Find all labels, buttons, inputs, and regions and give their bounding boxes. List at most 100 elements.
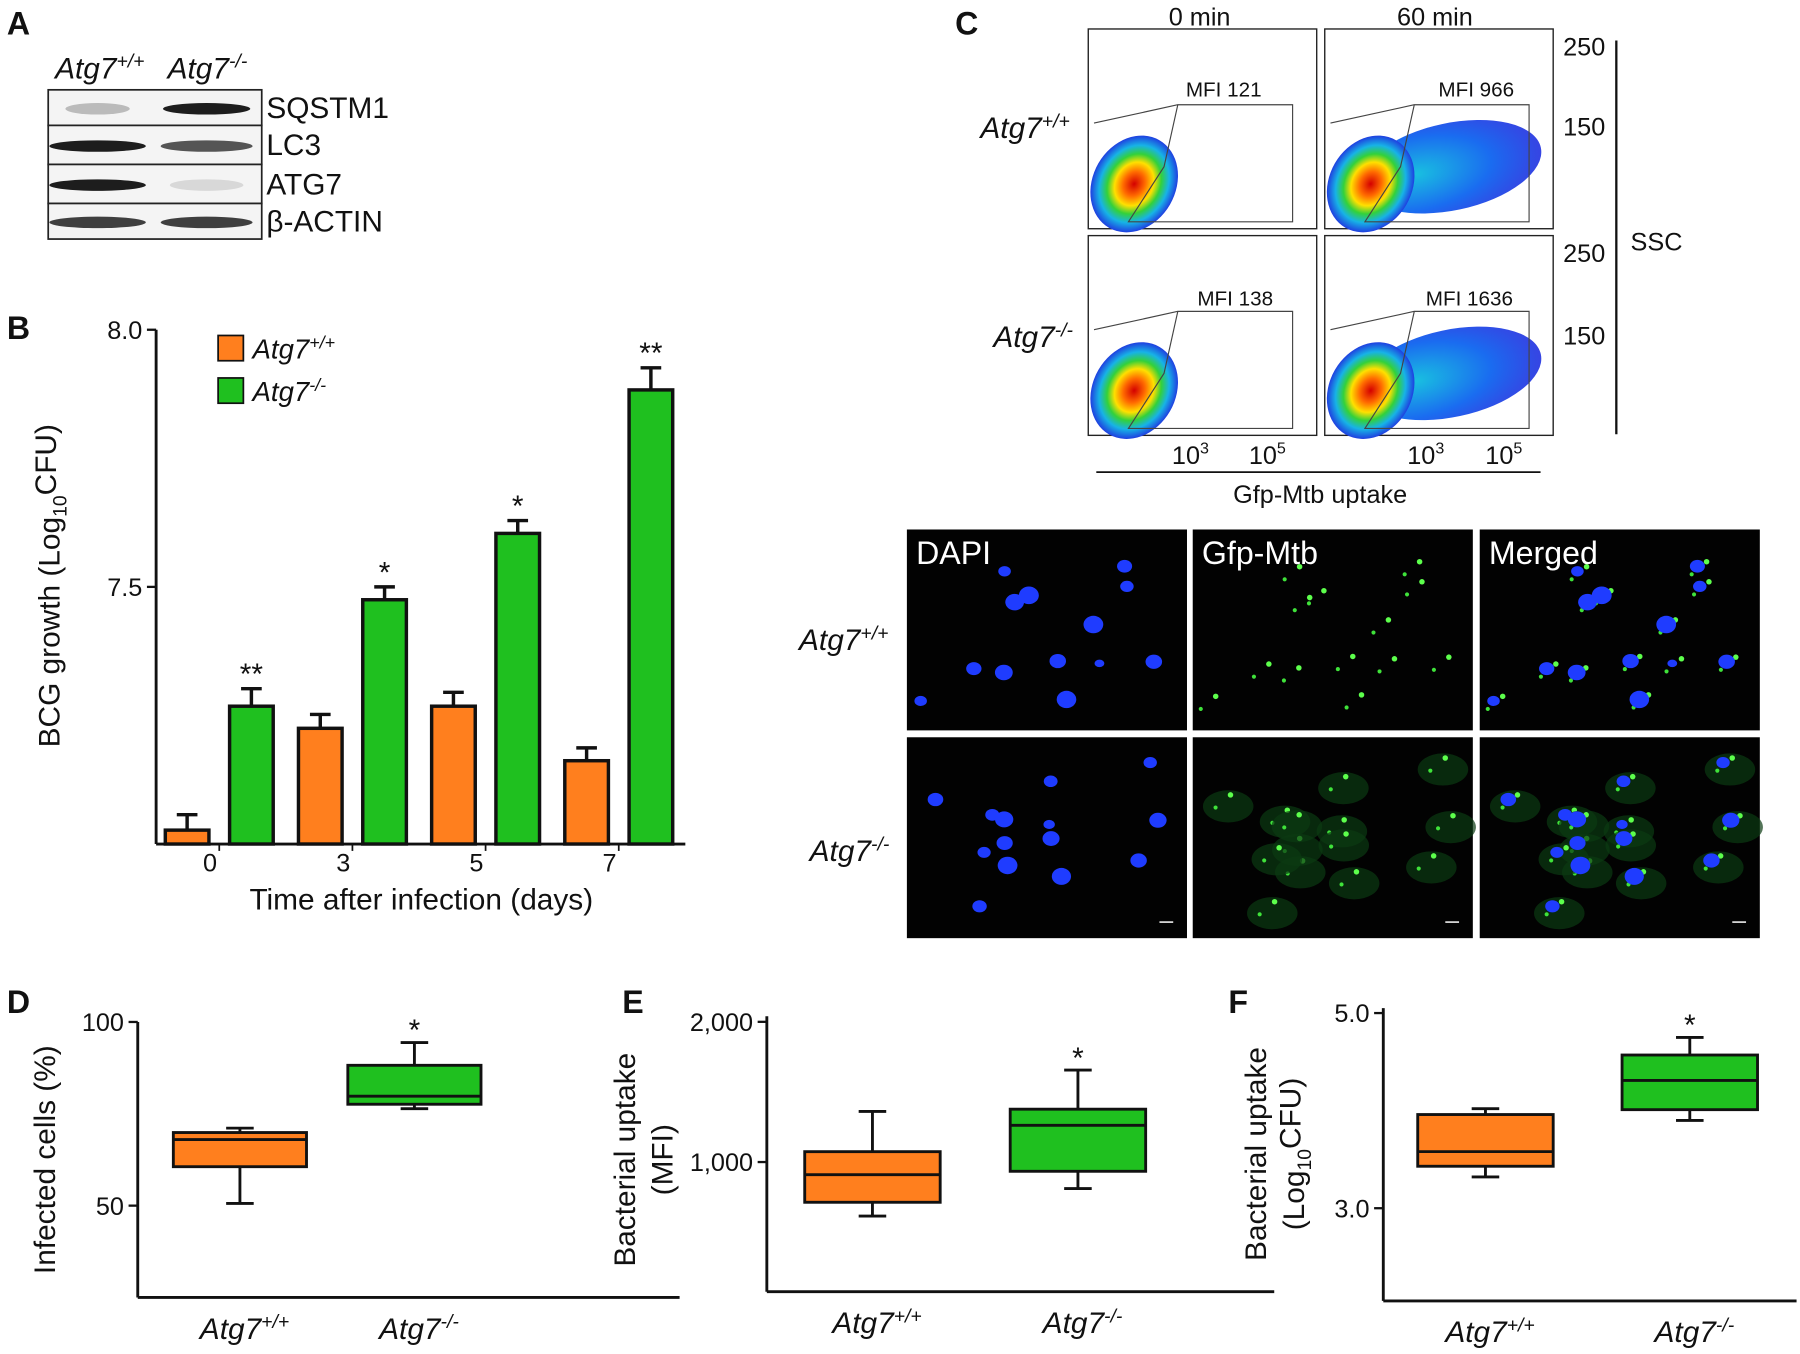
- micro-gfp: [1416, 558, 1423, 565]
- flow-y-label: SSC: [1631, 229, 1683, 257]
- micro-panel: [1192, 529, 1473, 731]
- micro-gfp: [1569, 577, 1574, 582]
- micro-gfp: [1402, 572, 1407, 577]
- micro-gfp: [1718, 667, 1723, 672]
- flow-y-tick-label: 250: [1563, 33, 1605, 61]
- micro-cytoplasm: [1318, 829, 1370, 862]
- micro-gfp: [1622, 667, 1627, 672]
- micro-nucleus: [1616, 775, 1631, 788]
- significance-label: *: [379, 556, 391, 589]
- x-tick-label: Atg7-/-: [377, 1311, 459, 1346]
- flow-x-tick-base: 10: [1249, 442, 1277, 470]
- micro-gfp: [1450, 812, 1456, 819]
- box: [803, 1150, 942, 1204]
- micro-nucleus: [1570, 856, 1591, 875]
- flow-mfi-label: MFI 138: [1197, 288, 1273, 311]
- x-tick-label: 0: [203, 850, 217, 878]
- micro-nucleus: [1567, 811, 1587, 828]
- micro-nucleus: [1656, 615, 1677, 634]
- micro-gfp: [1442, 755, 1449, 761]
- blot-band: [49, 140, 146, 152]
- micro-cytoplasm: [1318, 772, 1369, 805]
- micro-gfp: [1328, 787, 1333, 792]
- micro-gfp: [1276, 845, 1282, 851]
- blot-column-label: Atg7+/+: [53, 51, 144, 86]
- flow-gate: [1330, 104, 1530, 223]
- micro-cytoplasm: [1406, 851, 1457, 884]
- micro-gfp: [1271, 898, 1278, 905]
- micro-nucleus: [1624, 867, 1644, 885]
- micro-gfp: [1282, 825, 1287, 830]
- micro-gfp: [1569, 825, 1574, 830]
- micro-gfp: [1296, 563, 1303, 570]
- y-tick-label: 5.0: [1334, 1000, 1369, 1028]
- flow-column-label: 0 min: [1169, 4, 1231, 32]
- box: [171, 1131, 308, 1169]
- y-axis-title: Bacterial uptake: [1240, 1047, 1273, 1261]
- micro-gfp: [1341, 817, 1347, 823]
- y-tick-label: 1,000: [690, 1149, 753, 1177]
- micro-nucleus: [1539, 662, 1555, 676]
- micro-gfp: [1500, 805, 1505, 810]
- y-tick-label: 3.0: [1334, 1195, 1369, 1223]
- micro-cytoplasm: [1247, 897, 1298, 930]
- micro-gfp: [1616, 844, 1621, 849]
- micro-gfp: [1514, 792, 1521, 798]
- micro-gfp: [1703, 866, 1708, 871]
- flow-x-tick-exp: 3: [1435, 440, 1444, 458]
- micro-nucleus: [977, 846, 991, 858]
- blot-band-label: LC3: [266, 129, 321, 162]
- y-tick-label: 7.5: [107, 574, 142, 602]
- significance-label: *: [1684, 1009, 1696, 1042]
- blot-band: [163, 103, 251, 115]
- panel-letter: D: [7, 984, 30, 1020]
- micro-cytoplasm: [1271, 810, 1323, 843]
- micro-gfp: [1615, 787, 1620, 792]
- micro-nucleus: [1722, 812, 1740, 828]
- micro-gfp: [1549, 858, 1554, 863]
- micro-nucleus: [1487, 695, 1500, 707]
- x-tick-label: Atg7+/+: [830, 1305, 921, 1340]
- flow-x-tick-label: 103: [1172, 440, 1209, 470]
- flow-gate: [1330, 310, 1530, 430]
- flow-density: [1326, 342, 1415, 439]
- micro-gfp: [1583, 563, 1590, 570]
- micro-gfp: [1499, 693, 1506, 700]
- micro-nucleus: [1049, 653, 1067, 669]
- micro-gfp: [1198, 706, 1203, 712]
- micro-gfp: [1335, 667, 1340, 672]
- micro-nucleus: [1693, 580, 1707, 592]
- micro-nucleus: [1545, 900, 1560, 913]
- micro-gfp: [1717, 853, 1724, 859]
- y-axis-title: Bacterial uptake: [609, 1053, 642, 1267]
- micro-gfp: [1428, 768, 1433, 773]
- micro-cytoplasm: [1251, 843, 1303, 876]
- micro-gfp: [1281, 678, 1286, 683]
- micro-nucleus: [998, 566, 1011, 577]
- micro-gfp: [1430, 853, 1437, 859]
- micro-gfp: [1629, 773, 1636, 780]
- micro-gfp: [1306, 601, 1312, 606]
- micro-nucleus: [1149, 812, 1167, 828]
- legend-swatch: [217, 334, 245, 362]
- micro-gfp: [1485, 706, 1490, 712]
- micro-gfp: [1212, 693, 1219, 700]
- micro-nucleus: [1716, 757, 1730, 769]
- micro-gfp: [1227, 792, 1234, 798]
- micro-gfp: [1282, 577, 1287, 582]
- micro-gfp: [1628, 817, 1634, 823]
- micro-gfp: [1251, 674, 1257, 679]
- y-axis-title: Infected cells (%): [29, 1045, 62, 1274]
- micro-gfp: [1306, 594, 1313, 601]
- flow-density: [1090, 342, 1178, 439]
- x-tick-label: Atg7-/-: [1041, 1305, 1123, 1340]
- flow-x-tick-base: 10: [1407, 442, 1435, 470]
- micro-gfp: [1446, 654, 1452, 660]
- bar: [494, 531, 542, 846]
- flow-gate: [1093, 310, 1294, 430]
- micro-nucleus: [1120, 580, 1134, 592]
- flow-mfi-label: MFI 966: [1438, 79, 1514, 102]
- box: [1008, 1107, 1148, 1173]
- micro-gfp: [1553, 661, 1559, 667]
- significance-label: *: [1072, 1042, 1084, 1075]
